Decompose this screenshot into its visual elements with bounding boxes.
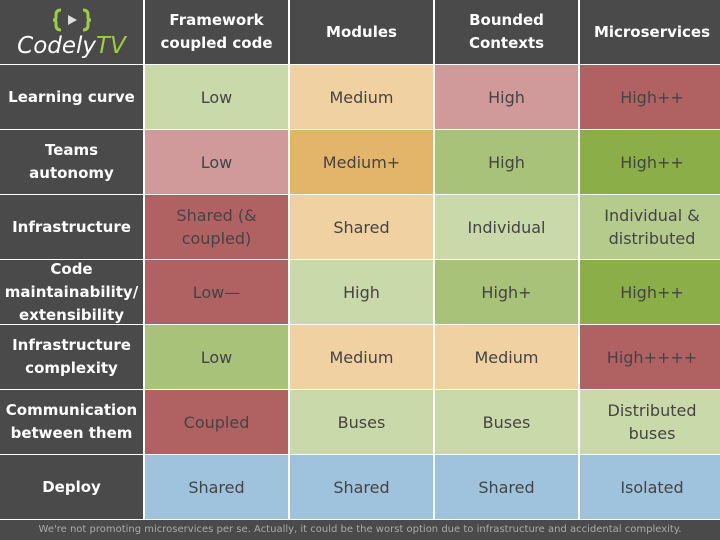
table-cell: Low xyxy=(145,130,288,194)
table-cell: High xyxy=(435,130,578,194)
row-label: Learning curve xyxy=(0,65,143,129)
table-cell: Individual xyxy=(435,195,578,259)
table-cell: Individual & distributed xyxy=(580,195,720,259)
table-cell: High++ xyxy=(580,65,720,129)
row-label: Infrastructure complexity xyxy=(0,325,143,389)
table-cell: Shared xyxy=(290,455,433,519)
column-header: Bounded Contexts xyxy=(435,0,578,64)
table-cell: Medium xyxy=(290,325,433,389)
column-header: Modules xyxy=(290,0,433,64)
table-cell: Buses xyxy=(290,390,433,454)
table-cell: Low xyxy=(145,325,288,389)
row-label: Code maintainability/ extensibility xyxy=(0,260,143,324)
table-cell: Coupled xyxy=(145,390,288,454)
table-cell: High xyxy=(435,65,578,129)
table-cell: High++++ xyxy=(580,325,720,389)
table-cell: Medium xyxy=(290,65,433,129)
table-cell: High++ xyxy=(580,130,720,194)
row-label: Infrastructure xyxy=(0,195,143,259)
column-header: Framework coupled code xyxy=(145,0,288,64)
table-cell: Buses xyxy=(435,390,578,454)
logo-text: CodelyTV xyxy=(17,32,126,59)
table-cell: Shared xyxy=(145,455,288,519)
table-cell: Distributed buses xyxy=(580,390,720,454)
row-label: Teams autonomy xyxy=(0,130,143,194)
footer-note: We're not promoting microservices per se… xyxy=(0,519,720,539)
table-cell: Shared (& coupled) xyxy=(145,195,288,259)
table-cell: High xyxy=(290,260,433,324)
table-cell: High+ xyxy=(435,260,578,324)
table-cell: Shared xyxy=(290,195,433,259)
table-cell: Medium+ xyxy=(290,130,433,194)
row-label: Deploy xyxy=(0,455,143,519)
table-cell: Isolated xyxy=(580,455,720,519)
table-cell: Shared xyxy=(435,455,578,519)
table-cell: Low xyxy=(145,65,288,129)
logo: CodelyTV xyxy=(0,0,143,64)
logo-icon xyxy=(52,8,91,31)
logo-name: Codely xyxy=(17,32,97,59)
table-cell: High++ xyxy=(580,260,720,324)
comparison-table: CodelyTV Framework coupled code Modules Bo… xyxy=(0,0,720,519)
table-cell: Low— xyxy=(145,260,288,324)
table-cell: Medium xyxy=(435,325,578,389)
logo-suffix: TV xyxy=(96,32,126,59)
row-label: Communication between them xyxy=(0,390,143,454)
column-header: Microservices xyxy=(580,0,720,64)
